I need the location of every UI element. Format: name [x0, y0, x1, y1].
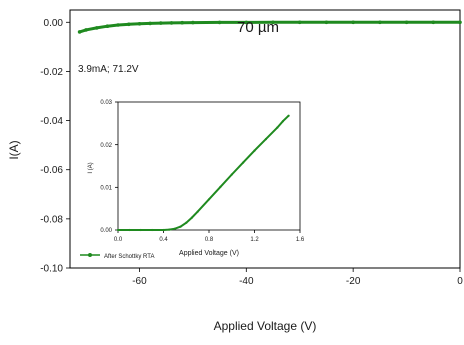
main-plot-frame: [69, 9, 461, 269]
main-x-tick-label: -40: [239, 276, 254, 287]
inset-data-point: [276, 126, 279, 129]
main-data-point: [94, 26, 99, 30]
main-series-line: [79, 20, 460, 34]
legend-marker: [88, 253, 92, 257]
inset-x-tick-label: 0.8: [205, 237, 214, 243]
main-data-point: [105, 24, 110, 29]
main-y-tick-label: -0.02: [40, 67, 63, 78]
inset-x-axis-label: Applied Voltage (V): [179, 250, 239, 257]
main-data-point: [378, 20, 382, 25]
main-annotation: 3.9mA; 71.2V: [78, 64, 139, 75]
inset-data-point: [139, 228, 142, 232]
main-data-point: [180, 20, 184, 25]
inset-x-tick-label: 0.0: [114, 237, 123, 243]
inset-data-point: [162, 228, 165, 232]
inset-y-axis-label: I (A): [88, 162, 94, 173]
inset-x-axis: 0.0 0.4 0.8 1.2 1.6: [114, 230, 305, 243]
inset-data-point: [179, 225, 182, 228]
main-x-tick-label: 0: [457, 276, 463, 287]
inset-data-point: [173, 227, 176, 230]
main-data-point: [127, 22, 131, 27]
inset-series-group: [116, 114, 290, 232]
inset-x-tick-label: 1.2: [250, 237, 259, 243]
main-data-point: [84, 28, 88, 32]
main-data-point: [116, 23, 120, 27]
main-data-point: [217, 20, 222, 25]
inset-data-point: [128, 228, 131, 232]
inset-data-point: [230, 173, 233, 176]
main-data-point: [458, 20, 462, 25]
main-data-point: [431, 20, 436, 25]
main-plot: -0.10-0.08-0.06-0.04-0.020.00 -60 -40 -20 0…: [7, 9, 463, 333]
inset-data-point: [264, 138, 267, 141]
main-data-point: [404, 20, 409, 25]
main-data-point: [148, 21, 152, 26]
inset-data-point: [116, 228, 120, 232]
main-x-tick-label: -60: [132, 276, 147, 287]
inset-data-point: [219, 185, 222, 188]
legend-label: After Schottky RTA: [104, 254, 154, 260]
main-y-tick-label: -0.10: [40, 264, 63, 275]
main-data-point: [271, 20, 275, 25]
inset-data-point: [168, 228, 171, 231]
main-data-point: [137, 22, 142, 26]
inset-data-point: [253, 149, 256, 152]
inset-data-point: [287, 114, 290, 117]
main-data-point: [324, 20, 329, 25]
inset-plot: 0.00 0.01 0.02 0.03 0.0 0.4 0.8 1.2 1.6 Applied…: [88, 100, 305, 257]
main-y-tick-label: -0.06: [40, 165, 63, 176]
main-data-point: [191, 20, 195, 25]
inset-y-tick-label: 0.03: [100, 100, 112, 106]
main-y-tick-label: -0.04: [40, 116, 63, 127]
inset-data-point: [190, 216, 193, 219]
main-data-point: [77, 30, 82, 34]
main-chart-title: 70 µm: [237, 19, 279, 36]
inset-series-line: [118, 114, 290, 231]
inset-y-axis: 0.00 0.01 0.02 0.03: [100, 100, 118, 234]
main-y-axis-label: I(A): [7, 140, 21, 159]
inset-y-tick-label: 0.02: [100, 143, 112, 149]
main-series-group: [77, 20, 462, 34]
inset-y-tick-label: 0.00: [100, 228, 112, 234]
main-x-tick-label: -20: [346, 276, 361, 287]
inset-data-point: [281, 120, 284, 123]
inset-plot-frame: [117, 101, 301, 231]
main-data-point: [159, 21, 163, 25]
legend: After Schottky RTA: [80, 253, 154, 260]
main-data-point: [244, 20, 249, 25]
inset-data-point: [207, 198, 211, 201]
inset-data-point: [185, 221, 188, 224]
main-data-point: [351, 20, 356, 25]
main-data-point: [169, 21, 174, 25]
main-y-tick-label: -0.08: [40, 214, 63, 225]
main-x-axis: -60 -40 -20 0: [132, 268, 463, 287]
inset-data-point: [242, 161, 245, 164]
main-x-axis-label: Applied Voltage (V): [214, 319, 317, 333]
inset-x-tick-label: 0.4: [159, 237, 168, 243]
inset-data-point: [196, 210, 199, 213]
main-y-tick-label: 0.00: [44, 18, 64, 29]
main-data-point: [297, 20, 302, 25]
main-y-axis: -0.10 -0.08 -0.06 -0.04 -0.02 0.00: [40, 18, 70, 275]
inset-y-tick-label: 0.01: [100, 185, 112, 191]
inset-data-point: [151, 228, 154, 232]
inset-x-tick-label: 1.6: [296, 237, 305, 243]
